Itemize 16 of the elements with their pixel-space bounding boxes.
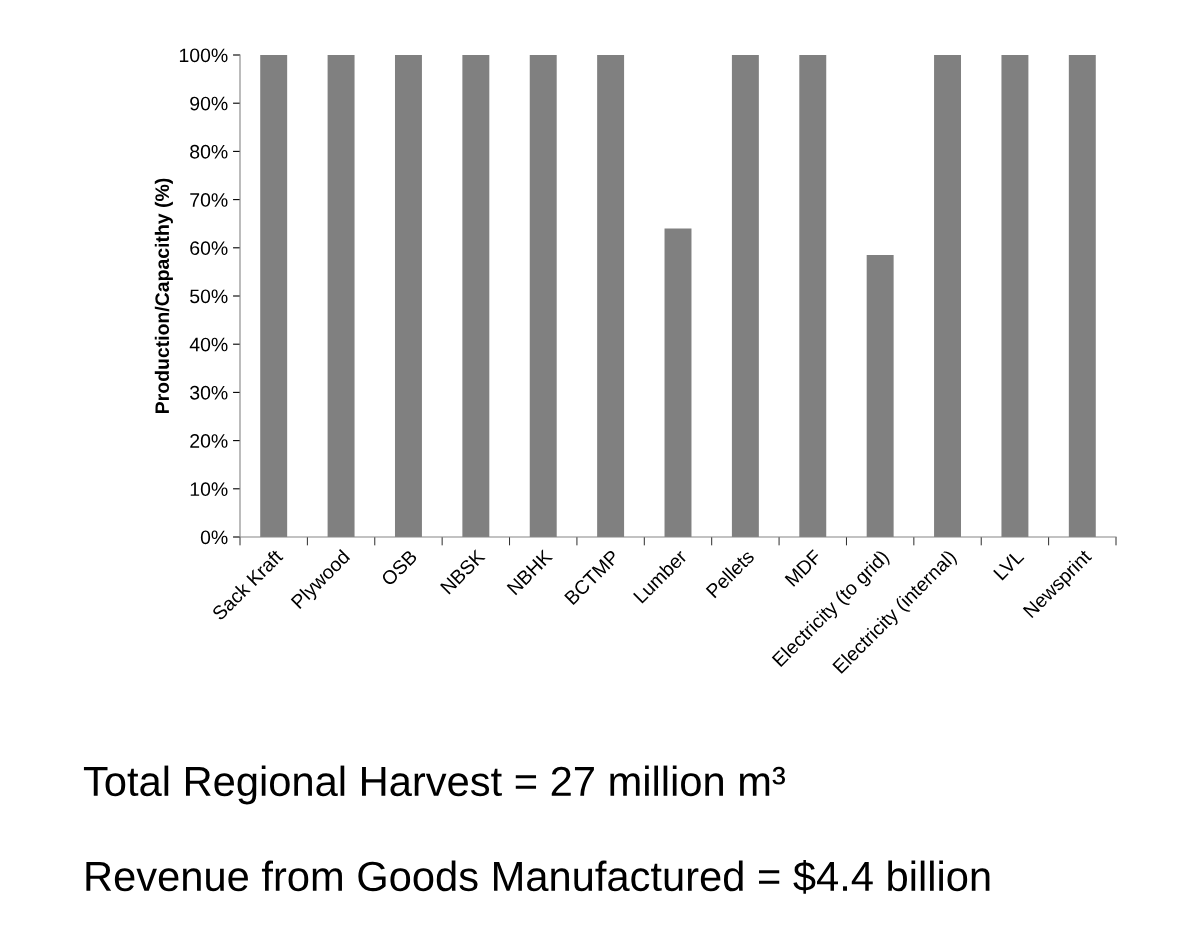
y-axis-title: Production/Capacithy (%) bbox=[154, 178, 173, 413]
x-tick-label: OSB bbox=[380, 549, 418, 587]
y-tick-label: 70% bbox=[190, 193, 228, 207]
y-tick-label: 10% bbox=[190, 482, 228, 497]
text: Revenue from Goods Manufactured = $4.4 billion bbox=[86, 859, 990, 894]
y-tick-label: 40% bbox=[189, 337, 228, 352]
x-tick-label: LVL bbox=[993, 549, 1025, 581]
y-tick-label: 30% bbox=[190, 385, 228, 400]
y-tick-label: 90% bbox=[190, 96, 228, 111]
y-tick-label: 80% bbox=[190, 144, 228, 159]
y-tick-label: 0% bbox=[200, 530, 228, 545]
y-tick-label: 60% bbox=[190, 241, 228, 256]
y-tick-label: 50% bbox=[190, 289, 228, 304]
text: Total Regional Harvest = 27 million m³ bbox=[83, 765, 786, 805]
y-tick-label: 100% bbox=[179, 48, 228, 63]
y-tick-label: 20% bbox=[190, 434, 228, 448]
